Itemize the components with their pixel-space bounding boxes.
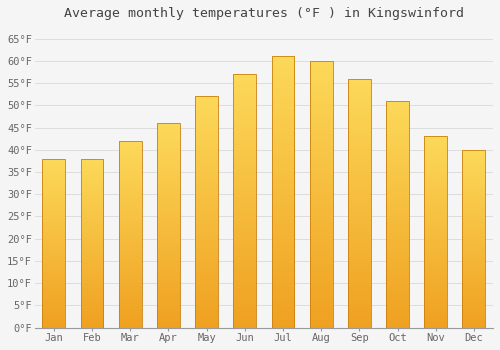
Bar	[424, 136, 447, 328]
Bar	[272, 56, 294, 328]
Bar	[348, 79, 371, 328]
Bar	[462, 150, 485, 328]
Bar	[310, 61, 332, 328]
Bar	[80, 159, 104, 328]
Bar	[234, 74, 256, 328]
Bar	[157, 123, 180, 328]
Title: Average monthly temperatures (°F ) in Kingswinford: Average monthly temperatures (°F ) in Ki…	[64, 7, 464, 20]
Bar	[195, 96, 218, 328]
Bar	[386, 101, 409, 328]
Bar	[42, 159, 66, 328]
Bar	[119, 141, 142, 328]
